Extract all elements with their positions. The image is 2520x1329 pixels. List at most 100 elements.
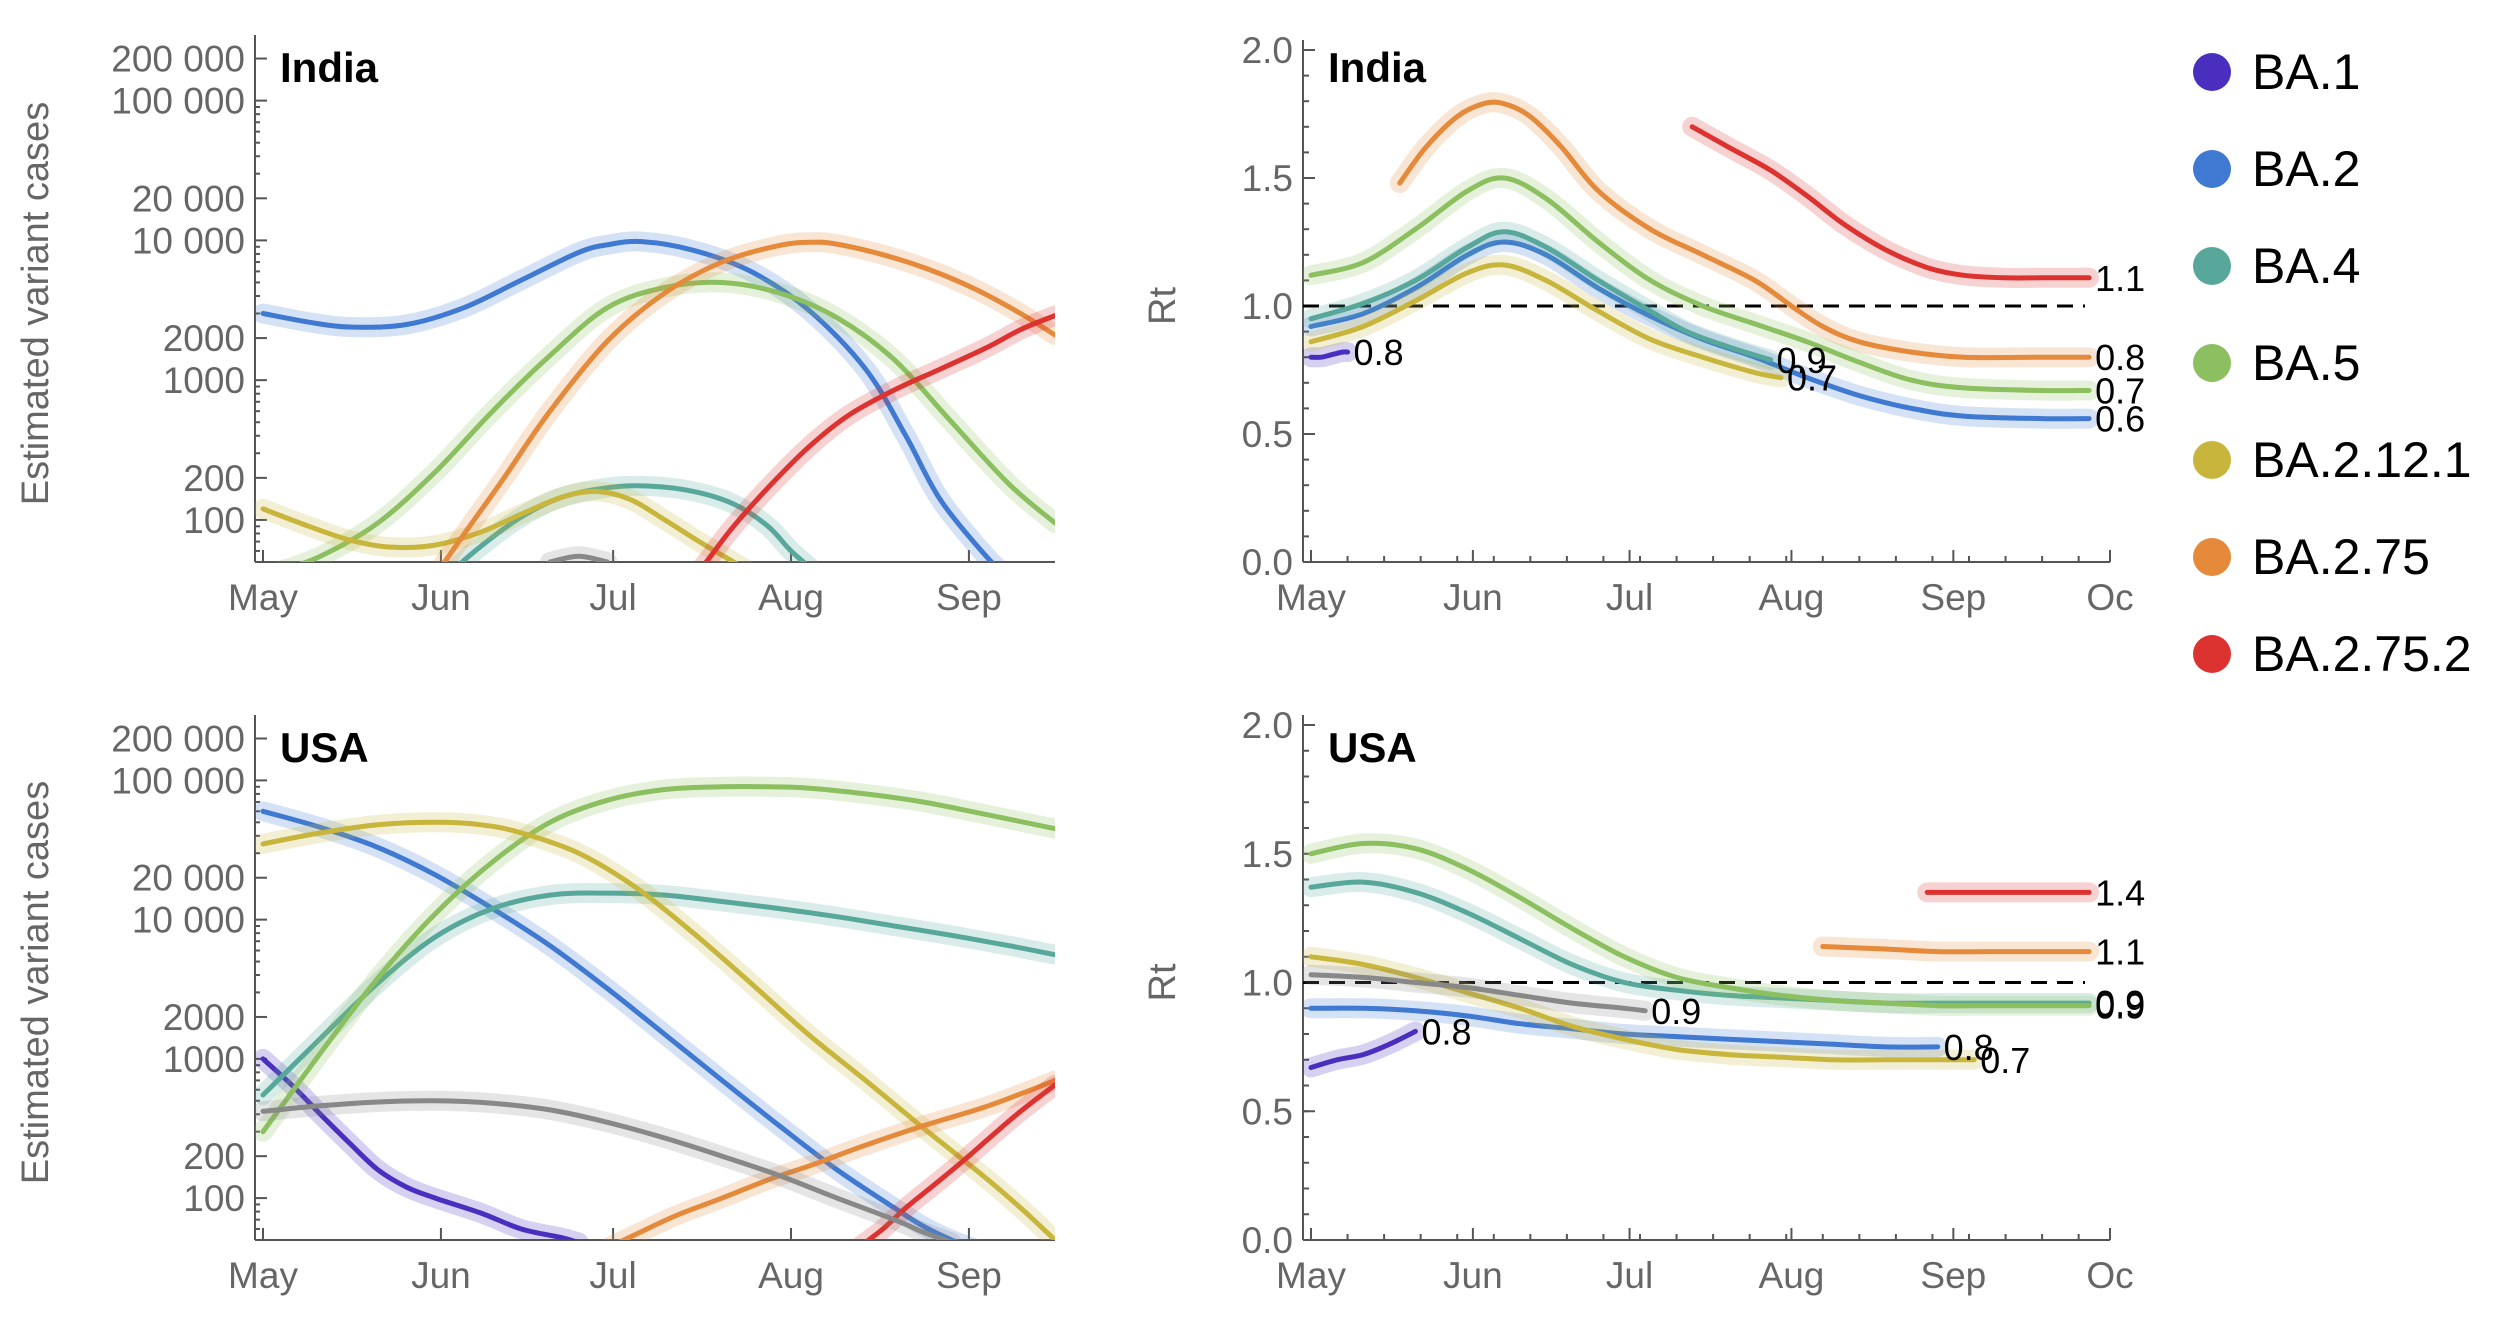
end-label-ba-4: 0.9	[2095, 983, 2145, 1024]
legend-label: BA.2.75.2	[2252, 626, 2472, 682]
legend-label: BA.5	[2252, 335, 2360, 391]
y-tick-label: 0.5	[1242, 414, 1293, 455]
panel-title: USA	[280, 724, 369, 771]
y-tick-label: 100	[183, 500, 245, 541]
end-label-ba-2: 0.6	[2095, 399, 2145, 440]
legend-item-ba-1: BA.1	[2193, 44, 2360, 100]
x-tick-label: May	[1276, 1255, 1346, 1296]
y-tick-label: 1000	[163, 360, 245, 401]
end-label-other: 0.9	[1651, 991, 1701, 1032]
y-tick-label: 10 000	[132, 220, 245, 261]
series-line-ba-2-12-1	[1308, 954, 1977, 1063]
y-tick-label: 2.0	[1242, 705, 1293, 746]
series-line-ba-2-12-1	[260, 488, 739, 562]
legend-item-ba-2: BA.2	[2193, 141, 2360, 197]
y-tick-label: 100 000	[111, 81, 245, 122]
legend-item-ba-4: BA.4	[2193, 238, 2360, 294]
x-tick-label: Aug	[1759, 577, 1825, 618]
series-line-ba-2-12-1	[260, 819, 1055, 1240]
plot-area	[255, 776, 1055, 1240]
x-tick-label: Jul	[1606, 577, 1653, 618]
legend-swatch	[2193, 247, 2231, 285]
y-tick-label: 1000	[163, 1039, 245, 1080]
x-tick-label: May	[1276, 577, 1346, 618]
y-tick-label: 2000	[163, 997, 245, 1038]
end-label-ba-1: 0.8	[1421, 1011, 1471, 1052]
plot-area	[1303, 92, 2100, 429]
y-tick-label: 0.0	[1242, 1220, 1293, 1261]
legend-label: BA.4	[2252, 238, 2360, 294]
legend: BA.1 BA.2 BA.4 BA.5 BA.2.12.1 BA.2.75 BA.2.75.…	[2193, 44, 2472, 682]
series-line-ba-2	[260, 808, 959, 1240]
x-tick-label: Aug	[1759, 1255, 1825, 1296]
series-line-ba-4	[260, 890, 1055, 1098]
series-band-ba-4	[255, 883, 1055, 1105]
y-axis-label: Estimated variant cases	[15, 102, 57, 505]
series-band-ba-2-75-2	[1682, 116, 2100, 289]
legend-item-ba-5: BA.5	[2193, 335, 2360, 391]
x-tick-label: Sep	[1920, 577, 1986, 618]
end-label-ba-2: 0.8	[1944, 1027, 1994, 1068]
series-line-ba-2-75	[1820, 944, 2092, 955]
series-line-ba-5	[1308, 175, 2092, 394]
y-tick-label: 1.5	[1242, 834, 1293, 875]
legend-item-ba-2-75: BA.2.75	[2193, 529, 2430, 585]
chart-panel-2: 0.0 0.5 1.0 1.5 2.0 May Jun Jul Aug Sep Oc Rt 0.8 0.6…	[1142, 30, 2145, 618]
end-label-ba-2-75: 1.1	[2095, 932, 2145, 973]
series-line-ba-2-75	[1397, 99, 2092, 361]
y-tick-label: 20 000	[132, 178, 245, 219]
y-axis-label: Rt	[1142, 963, 1184, 1001]
end-label-ba-2-12-1: 0.7	[1980, 1040, 2030, 1081]
legend-swatch	[2193, 53, 2231, 91]
y-tick-label: 20 000	[132, 858, 245, 899]
legend-swatch	[2193, 635, 2231, 673]
end-label-ba-2-12-1: 0.7	[1787, 358, 1837, 399]
legend-swatch	[2193, 441, 2231, 479]
series-line-ba-2-75	[441, 239, 1055, 562]
series-line-ba-5	[260, 784, 1055, 1135]
y-tick-label: 200	[183, 458, 245, 499]
series-line-ba-2	[260, 238, 995, 562]
y-tick-label: 0.0	[1242, 542, 1293, 583]
x-tick-label: Sep	[936, 577, 1002, 618]
legend-label: BA.2.12.1	[2252, 432, 2472, 488]
end-label-ba-4: 0.9	[1777, 340, 1827, 381]
end-label-ba-2-75-2: 1.1	[2095, 258, 2145, 299]
end-label-ba-2-75: 0.8	[2095, 337, 2145, 378]
x-tick-label: Sep	[1920, 1255, 1986, 1296]
y-tick-label: 2.0	[1242, 30, 1293, 71]
legend-label: BA.2.75	[2252, 529, 2430, 585]
series-band-ba-1	[255, 1048, 589, 1240]
x-tick-label: Aug	[758, 577, 824, 618]
plot-area	[255, 231, 1055, 562]
legend-item-ba-2-12-1: BA.2.12.1	[2193, 432, 2472, 488]
y-tick-label: 2000	[163, 318, 245, 359]
x-tick-label: Sep	[936, 1255, 1002, 1296]
panel-title: India	[1328, 44, 1427, 91]
end-label-ba-2-75-2: 1.4	[2095, 872, 2145, 913]
x-tick-label: Jul	[589, 577, 636, 618]
x-tick-label: May	[228, 577, 298, 618]
series-line-ba-5	[299, 279, 1055, 562]
legend-label: BA.2	[2252, 141, 2360, 197]
legend-swatch	[2193, 538, 2231, 576]
y-tick-label: 0.5	[1242, 1091, 1293, 1132]
series-line-other	[260, 1098, 953, 1240]
end-label-ba-5: 0.9	[2095, 986, 2145, 1027]
y-axis-label: Estimated variant cases	[15, 781, 57, 1184]
x-tick-label: Oc	[2086, 1255, 2133, 1296]
series-line-other	[547, 553, 610, 562]
series-line-other	[1308, 972, 1648, 1014]
legend-swatch	[2193, 344, 2231, 382]
legend-swatch	[2193, 150, 2231, 188]
series-line-ba-4	[458, 483, 808, 562]
panel-title: India	[280, 44, 379, 91]
x-tick-label: Jul	[589, 1255, 636, 1296]
series-line-ba-5	[1308, 840, 2092, 1009]
x-tick-label: Jul	[1606, 1255, 1653, 1296]
y-tick-label: 10 000	[132, 900, 245, 941]
